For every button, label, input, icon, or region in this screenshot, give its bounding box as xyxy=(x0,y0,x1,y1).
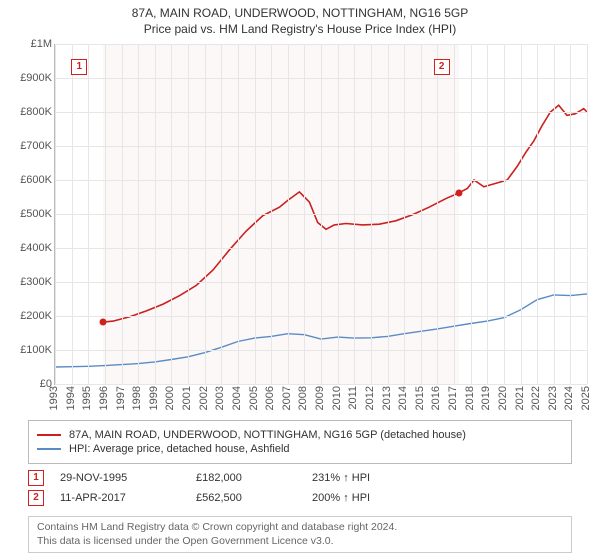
legend-item: HPI: Average price, detached house, Ashf… xyxy=(37,443,563,455)
x-tick-label: 1997 xyxy=(115,386,127,410)
legend-label: HPI: Average price, detached house, Ashf… xyxy=(69,443,290,455)
gridline-h xyxy=(55,350,587,351)
x-tick-label: 2010 xyxy=(331,386,343,410)
x-tick-label: 1998 xyxy=(131,386,143,410)
x-tick-label: 2004 xyxy=(231,386,243,410)
gridline-v xyxy=(587,44,588,384)
event-price: £562,500 xyxy=(196,492,296,504)
event-pct: 231% ↑ HPI xyxy=(312,472,432,484)
x-tick-label: 1999 xyxy=(148,386,160,410)
event-row: 2 11-APR-2017 £562,500 200% ↑ HPI xyxy=(28,490,572,506)
x-tick-label: 2001 xyxy=(181,386,193,410)
event-row: 1 29-NOV-1995 £182,000 231% ↑ HPI xyxy=(28,470,572,486)
event-marker: 1 xyxy=(28,470,44,486)
y-tick-label: £500K xyxy=(8,208,52,220)
y-tick-label: £600K xyxy=(8,174,52,186)
y-tick-label: £200K xyxy=(8,310,52,322)
y-tick-label: £100K xyxy=(8,344,52,356)
x-tick-label: 2012 xyxy=(364,386,376,410)
event-table: 1 29-NOV-1995 £182,000 231% ↑ HPI 2 11-APR-20… xyxy=(28,466,572,510)
x-tick-label: 2014 xyxy=(397,386,409,410)
x-tick-label: 2013 xyxy=(381,386,393,410)
x-tick-label: 2018 xyxy=(464,386,476,410)
x-tick-label: 2015 xyxy=(414,386,426,410)
event-marker: 2 xyxy=(28,490,44,506)
x-tick-label: 2011 xyxy=(347,386,359,410)
chart-subtitle: Price paid vs. HM Land Registry's House … xyxy=(0,20,600,40)
x-tick-label: 1996 xyxy=(98,386,110,410)
marker-dot xyxy=(455,189,462,196)
footer-line: Contains HM Land Registry data © Crown c… xyxy=(37,521,563,535)
event-price: £182,000 xyxy=(196,472,296,484)
gridline-h xyxy=(55,214,587,215)
x-tick-label: 2024 xyxy=(563,386,575,410)
y-tick-label: £900K xyxy=(8,72,52,84)
event-pct: 200% ↑ HPI xyxy=(312,492,432,504)
gridline-h xyxy=(55,146,587,147)
gridline-h xyxy=(55,112,587,113)
x-tick-label: 2016 xyxy=(430,386,442,410)
y-tick-label: £1M xyxy=(8,38,52,50)
gridline-h xyxy=(55,78,587,79)
x-tick-label: 2007 xyxy=(281,386,293,410)
gridline-h xyxy=(55,44,587,45)
gridline-h xyxy=(55,180,587,181)
y-tick-label: £300K xyxy=(8,276,52,288)
x-tick-label: 2017 xyxy=(447,386,459,410)
x-tick-label: 2009 xyxy=(314,386,326,410)
x-tick-label: 2003 xyxy=(214,386,226,410)
legend-swatch xyxy=(37,448,61,450)
y-tick-label: £700K xyxy=(8,140,52,152)
legend-label: 87A, MAIN ROAD, UNDERWOOD, NOTTINGHAM, N… xyxy=(69,429,466,441)
x-tick-label: 1994 xyxy=(65,386,77,410)
x-tick-label: 2002 xyxy=(198,386,210,410)
chart-area: 12 1993199419951996199719981999200020012… xyxy=(8,44,592,414)
x-tick-label: 2006 xyxy=(264,386,276,410)
event-date: 11-APR-2017 xyxy=(60,492,180,504)
gridline-h xyxy=(55,384,587,385)
x-tick-label: 2023 xyxy=(547,386,559,410)
x-tick-label: 2020 xyxy=(497,386,509,410)
x-tick-label: 2022 xyxy=(530,386,542,410)
legend-box: 87A, MAIN ROAD, UNDERWOOD, NOTTINGHAM, N… xyxy=(28,420,572,464)
marker-label: 1 xyxy=(71,59,87,75)
footer-attribution: Contains HM Land Registry data © Crown c… xyxy=(28,516,572,553)
x-tick-label: 2025 xyxy=(580,386,592,410)
marker-dot xyxy=(100,319,107,326)
gridline-h xyxy=(55,282,587,283)
gridline-h xyxy=(55,248,587,249)
x-tick-label: 2019 xyxy=(480,386,492,410)
event-date: 29-NOV-1995 xyxy=(60,472,180,484)
x-tick-label: 2021 xyxy=(514,386,526,410)
y-tick-label: £0 xyxy=(8,378,52,390)
chart-title: 87A, MAIN ROAD, UNDERWOOD, NOTTINGHAM, N… xyxy=(0,0,600,20)
plot-area: 12 xyxy=(54,44,587,385)
x-tick-label: 1995 xyxy=(81,386,93,410)
footer-line: This data is licensed under the Open Gov… xyxy=(37,535,563,549)
x-tick-label: 2008 xyxy=(297,386,309,410)
gridline-h xyxy=(55,316,587,317)
marker-label: 2 xyxy=(434,59,450,75)
legend-swatch xyxy=(37,434,61,436)
y-tick-label: £800K xyxy=(8,106,52,118)
legend-item: 87A, MAIN ROAD, UNDERWOOD, NOTTINGHAM, N… xyxy=(37,429,563,441)
x-tick-label: 2000 xyxy=(164,386,176,410)
y-tick-label: £400K xyxy=(8,242,52,254)
x-tick-label: 2005 xyxy=(248,386,260,410)
